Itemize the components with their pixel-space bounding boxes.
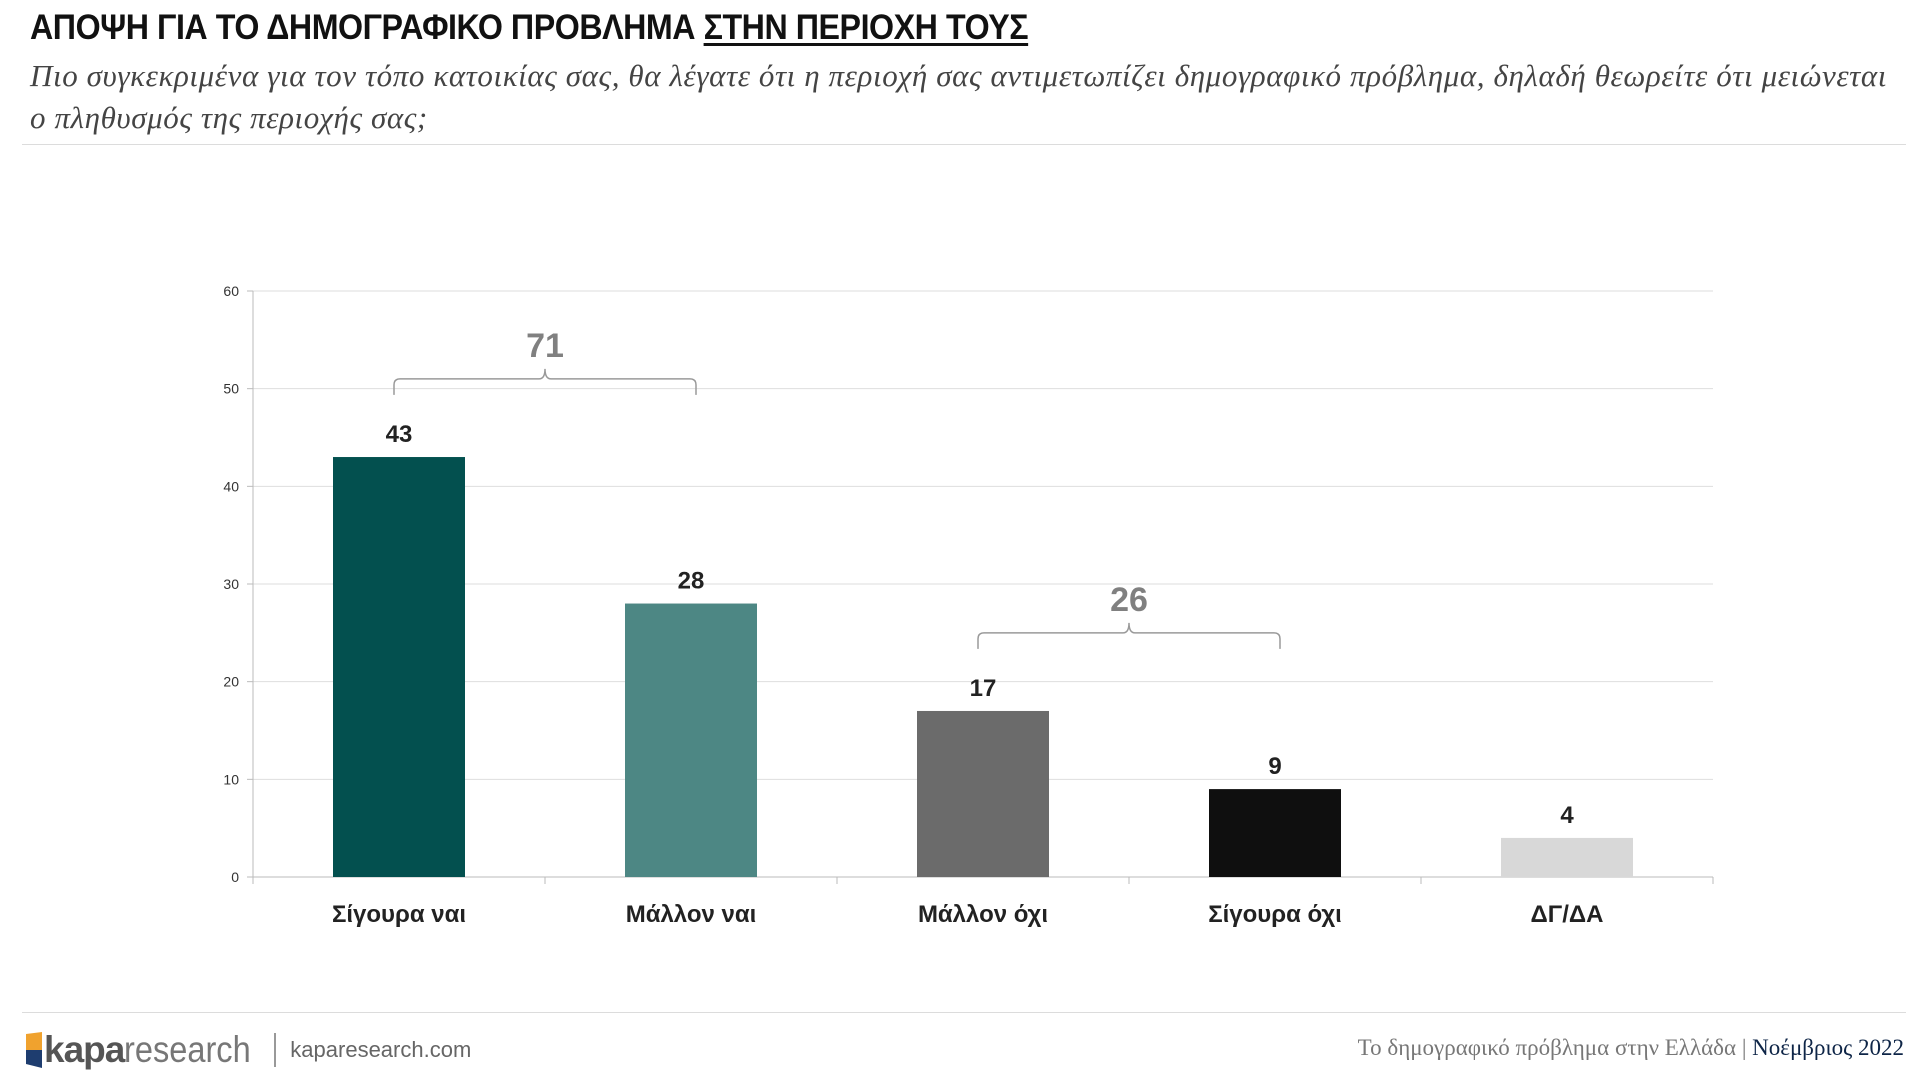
report-separator: |	[1741, 1035, 1747, 1060]
header-divider	[22, 144, 1906, 145]
data-label: 43	[386, 421, 413, 448]
logo-text-light: research	[124, 1029, 252, 1070]
data-label: 17	[970, 675, 997, 702]
y-tick-label: 60	[223, 283, 239, 299]
report-date: Νοέμβριος 2022	[1752, 1035, 1904, 1060]
page-title: ΑΠΟΨΗ ΓΙΑ ΤΟ ΔΗΜΟΓΡΑΦΙΚΟ ΠΡΟΒΛΗΜΑ ΣΤΗΝ Π…	[30, 8, 1029, 48]
website-link[interactable]: kaparesearch.com	[290, 1037, 472, 1062]
y-tick-label: 50	[223, 381, 239, 397]
bar	[333, 457, 465, 877]
category-label: ΔΓ/ΔΑ	[1531, 901, 1604, 928]
title-main: ΑΠΟΨΗ ΓΙΑ ΤΟ ΔΗΜΟΓΡΑΦΙΚΟ ΠΡΟΒΛΗΜΑ	[30, 8, 696, 47]
logo-text-bold: kapa	[44, 1029, 125, 1070]
group-bracket	[393, 368, 697, 395]
footer-brand: kapa research kaparesearch.com	[22, 1028, 471, 1072]
bar-chart: 0 10 20 30 40 50 60 43 Σίγουρα ναι 28 Μάλλον ναι 17…	[223, 283, 1714, 928]
question-subtitle: Πιο συγκεκριμένα για τον τόπο κατοικίας …	[30, 58, 1887, 135]
kapa-research-logo: kapa research	[22, 1028, 268, 1072]
bar	[917, 710, 1049, 877]
y-tick-label: 0	[231, 869, 239, 885]
bar	[625, 603, 757, 877]
group-total-label: 71	[526, 327, 564, 365]
y-tick-label: 10	[223, 771, 239, 787]
category-label: Μάλλον όχι	[918, 901, 1048, 928]
footer-divider	[22, 1012, 1906, 1013]
group-bracket	[977, 622, 1281, 649]
category-label: Σίγουρα ναι	[332, 901, 466, 928]
logo-mark-icon	[26, 1032, 42, 1068]
category-label: Μάλλον ναι	[626, 901, 757, 928]
bar	[1209, 789, 1341, 877]
y-tick-label: 40	[223, 478, 239, 494]
category-label: Σίγουρα όχι	[1208, 901, 1342, 928]
bar	[1501, 837, 1633, 877]
y-tick-label: 30	[223, 576, 239, 592]
data-label: 4	[1560, 802, 1574, 829]
data-label: 9	[1268, 753, 1281, 780]
group-total-label: 26	[1110, 581, 1148, 619]
y-tick-label: 20	[223, 674, 239, 690]
report-title: Το δημογραφικό πρόβλημα στην Ελλάδα	[1357, 1035, 1737, 1060]
footer-separator	[274, 1033, 277, 1067]
title-underlined: ΣΤΗΝ ΠΕΡΙΟΧΗ ΤΟΥΣ	[703, 8, 1029, 47]
report-info: Το δημογραφικό πρόβλημα στην Ελλάδα | Νο…	[1358, 1035, 1904, 1061]
data-label: 28	[678, 568, 705, 595]
